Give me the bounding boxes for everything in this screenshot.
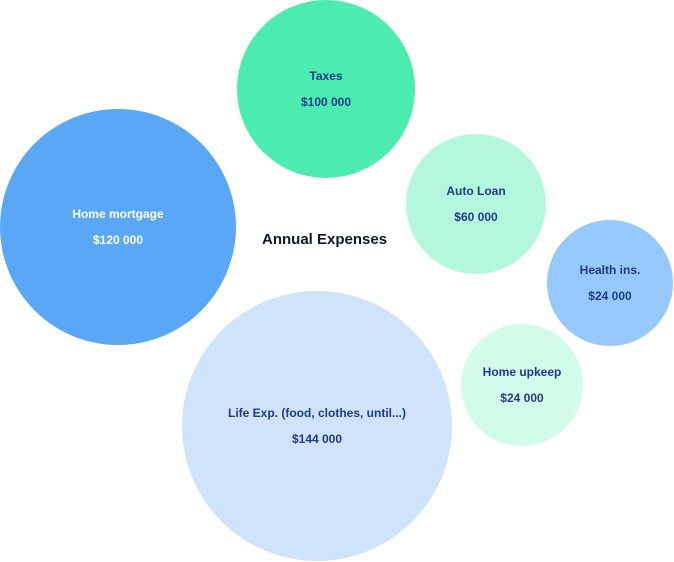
bubble-auto-loan: Auto Loan $60 000 <box>406 134 546 274</box>
bubble-value: $120 000 <box>92 233 144 247</box>
bubble-label: Home mortgage <box>72 207 164 221</box>
bubble-label: Taxes <box>309 69 343 83</box>
bubble-label: Auto Loan <box>446 184 506 198</box>
bubble-value: $144 000 <box>291 432 343 446</box>
bubble-label: Health ins. <box>579 263 641 277</box>
bubble-home-upkeep: Home upkeep $24 000 <box>461 324 583 446</box>
bubble-value: $100 000 <box>300 95 352 109</box>
bubble-taxes: Taxes $100 000 <box>237 0 415 178</box>
bubble-life-exp: Life Exp. (food, clothes, until...) $144… <box>182 291 452 561</box>
bubble-health-ins: Health ins. $24 000 <box>547 220 673 346</box>
bubble-value: $60 000 <box>454 210 498 224</box>
bubble-label: Home upkeep <box>482 365 562 379</box>
bubble-value: $24 000 <box>588 289 632 303</box>
bubble-label: Life Exp. (food, clothes, until...) <box>228 406 406 420</box>
bubble-home-mortgage: Home mortgage $120 000 <box>0 109 236 345</box>
bubble-value: $24 000 <box>500 391 544 405</box>
chart-title: Annual Expenses <box>262 231 388 248</box>
